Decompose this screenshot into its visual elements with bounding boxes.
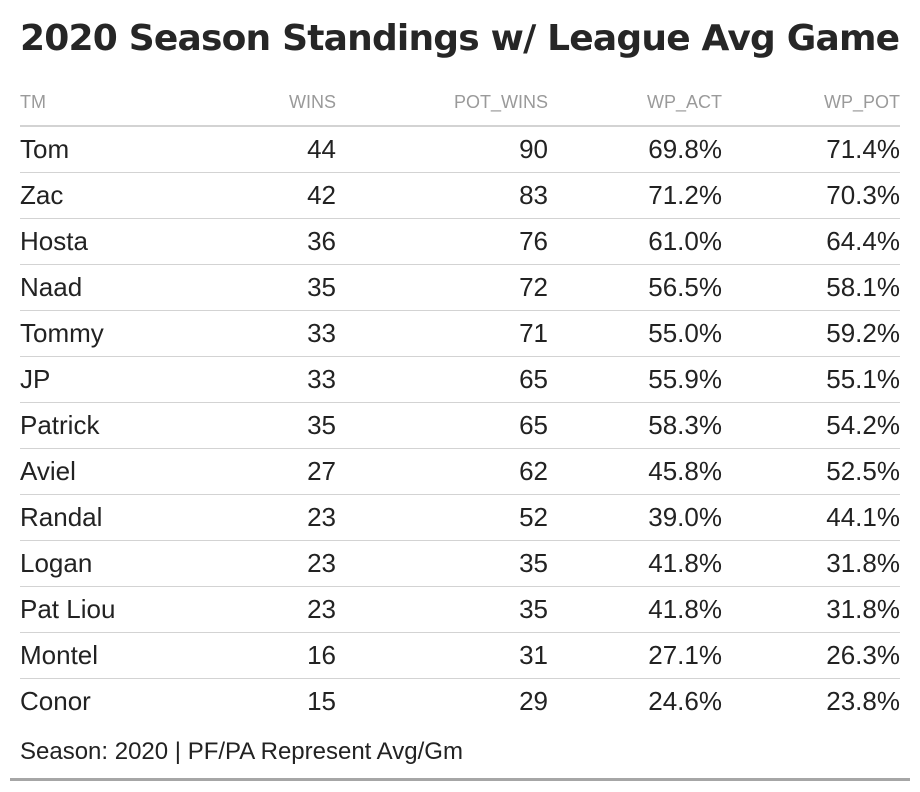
- wins-cell: 36: [210, 218, 336, 265]
- table-row: Conor 15 29 24.6% 23.8%: [20, 679, 900, 725]
- wp-act-cell: 55.0%: [548, 310, 722, 357]
- pot-wins-cell: 29: [519, 686, 548, 716]
- wins-cell: 44: [210, 126, 336, 173]
- pot-wins-cell: 52: [336, 494, 548, 541]
- table-row: JP 33 65 55.9% 55.1%: [20, 356, 900, 403]
- column-header-wp-pot: WP_POT: [722, 80, 900, 127]
- pot-wins-cell: 83: [336, 172, 548, 219]
- wins-cell: 33: [210, 356, 336, 403]
- wp-act-cell: 39.0%: [548, 494, 722, 541]
- wp-pot-cell: 55.1%: [722, 356, 900, 403]
- wins-cell: 23: [210, 586, 336, 633]
- team-cell: Pat Liou: [20, 586, 210, 633]
- wins-cell: 15: [307, 686, 336, 716]
- team-cell: Conor: [20, 686, 91, 716]
- wp-act-cell: 58.3%: [548, 402, 722, 449]
- team-cell: Hosta: [20, 218, 210, 265]
- table-row: Zac 42 83 71.2% 70.3%: [20, 172, 900, 219]
- team-cell: Logan: [20, 540, 210, 587]
- wins-cell: 16: [210, 632, 336, 679]
- team-cell: Aviel: [20, 448, 210, 495]
- table-title: 2020 Season Standings w/ League Avg Game: [20, 18, 900, 59]
- wins-cell: 42: [210, 172, 336, 219]
- team-cell: Montel: [20, 632, 210, 679]
- bottom-rule: [10, 778, 910, 781]
- wp-act-cell: 27.1%: [548, 632, 722, 679]
- wp-pot-cell: 23.8%: [826, 686, 900, 716]
- table-row: Aviel 27 62 45.8% 52.5%: [20, 448, 900, 495]
- wp-pot-cell: 58.1%: [722, 264, 900, 311]
- wins-cell: 33: [210, 310, 336, 357]
- wp-act-cell: 24.6%: [648, 686, 722, 716]
- column-header-tm: TM: [20, 80, 210, 127]
- wp-pot-cell: 52.5%: [722, 448, 900, 495]
- team-cell: Zac: [20, 172, 210, 219]
- pot-wins-cell: 35: [336, 586, 548, 633]
- table-row: Montel 16 31 27.1% 26.3%: [20, 632, 900, 679]
- header-row: TM WINS POT_WINS WP_ACT WP_POT: [20, 80, 900, 127]
- table-row: Hosta 36 76 61.0% 64.4%: [20, 218, 900, 265]
- wp-pot-cell: 64.4%: [722, 218, 900, 265]
- table-row: Pat Liou 23 35 41.8% 31.8%: [20, 586, 900, 633]
- wp-pot-cell: 44.1%: [722, 494, 900, 541]
- column-header-wp-act: WP_ACT: [548, 80, 722, 127]
- column-header-wins: WINS: [210, 80, 336, 127]
- pot-wins-cell: 62: [336, 448, 548, 495]
- table-body: Tom 44 90 69.8% 71.4% Zac 42 83 71.2% 70.3% Hosta 3…: [20, 126, 900, 724]
- pot-wins-cell: 90: [336, 126, 548, 173]
- wp-act-cell: 61.0%: [548, 218, 722, 265]
- wp-act-cell: 55.9%: [548, 356, 722, 403]
- wp-pot-cell: 31.8%: [722, 540, 900, 587]
- pot-wins-cell: 65: [336, 402, 548, 449]
- wp-pot-cell: 71.4%: [722, 126, 900, 173]
- wp-pot-cell: 54.2%: [722, 402, 900, 449]
- pot-wins-cell: 65: [336, 356, 548, 403]
- team-cell: Randal: [20, 494, 210, 541]
- table-row: Patrick 35 65 58.3% 54.2%: [20, 402, 900, 449]
- pot-wins-cell: 31: [336, 632, 548, 679]
- pot-wins-cell: 71: [336, 310, 548, 357]
- wp-act-cell: 69.8%: [548, 126, 722, 173]
- table-row: Tommy 33 71 55.0% 59.2%: [20, 310, 900, 357]
- wp-act-cell: 41.8%: [548, 540, 722, 587]
- pot-wins-cell: 35: [336, 540, 548, 587]
- wp-act-cell: 45.8%: [548, 448, 722, 495]
- wp-act-cell: 71.2%: [548, 172, 722, 219]
- team-cell: Tom: [20, 126, 210, 173]
- wins-cell: 35: [210, 402, 336, 449]
- table-row: Naad 35 72 56.5% 58.1%: [20, 264, 900, 311]
- team-cell: Patrick: [20, 402, 210, 449]
- standings-table: TM WINS POT_WINS WP_ACT WP_POT Tom 44 90 69…: [20, 80, 900, 724]
- team-cell: JP: [20, 356, 210, 403]
- wp-act-cell: 41.8%: [548, 586, 722, 633]
- wp-pot-cell: 31.8%: [722, 586, 900, 633]
- wp-pot-cell: 26.3%: [722, 632, 900, 679]
- column-header-pot-wins: POT_WINS: [336, 80, 548, 127]
- wp-act-cell: 56.5%: [548, 264, 722, 311]
- table-row: Logan 23 35 41.8% 31.8%: [20, 540, 900, 587]
- wins-cell: 27: [210, 448, 336, 495]
- wins-cell: 35: [210, 264, 336, 311]
- wp-pot-cell: 59.2%: [722, 310, 900, 357]
- table-footnote: Season: 2020 | PF/PA Represent Avg/Gm: [20, 738, 463, 765]
- pot-wins-cell: 72: [336, 264, 548, 311]
- table-row: Tom 44 90 69.8% 71.4%: [20, 126, 900, 173]
- wins-cell: 23: [210, 494, 336, 541]
- team-cell: Naad: [20, 264, 210, 311]
- wp-pot-cell: 70.3%: [722, 172, 900, 219]
- pot-wins-cell: 76: [336, 218, 548, 265]
- wins-cell: 23: [210, 540, 336, 587]
- team-cell: Tommy: [20, 310, 210, 357]
- table-row: Randal 23 52 39.0% 44.1%: [20, 494, 900, 541]
